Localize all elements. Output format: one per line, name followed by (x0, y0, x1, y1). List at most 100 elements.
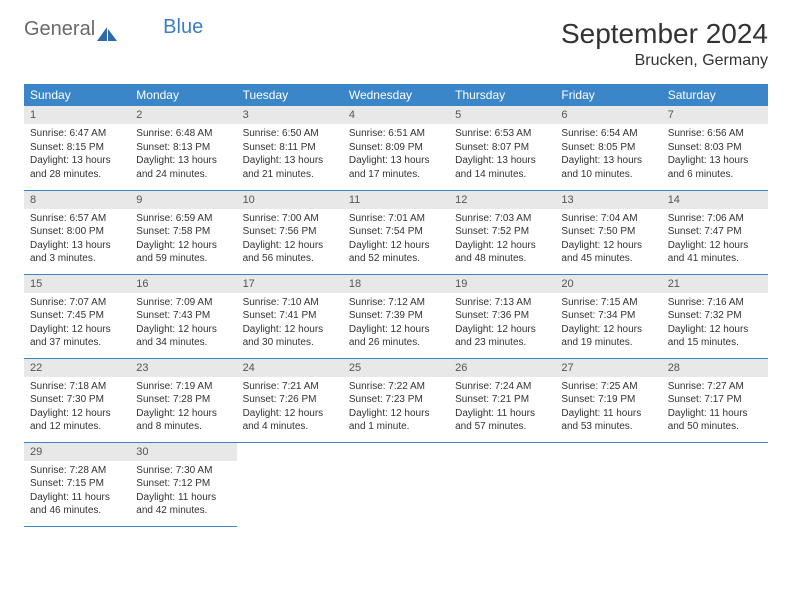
day-body: Sunrise: 7:21 AMSunset: 7:26 PMDaylight:… (237, 377, 343, 440)
day-number: 5 (449, 106, 555, 124)
calendar-cell (662, 442, 768, 526)
daylight-line: Daylight: 11 hours and 42 minutes. (136, 491, 230, 518)
sunset-line: Sunset: 7:50 PM (561, 225, 655, 239)
sunset-line: Sunset: 8:11 PM (243, 141, 337, 155)
calendar-cell: 29Sunrise: 7:28 AMSunset: 7:15 PMDayligh… (24, 442, 130, 526)
sunset-line: Sunset: 8:15 PM (30, 141, 124, 155)
day-header: Friday (555, 84, 661, 106)
sunrise-line: Sunrise: 7:21 AM (243, 380, 337, 394)
sunset-line: Sunset: 8:07 PM (455, 141, 549, 155)
calendar-cell: 19Sunrise: 7:13 AMSunset: 7:36 PMDayligh… (449, 274, 555, 358)
calendar-cell (555, 442, 661, 526)
calendar-cell: 23Sunrise: 7:19 AMSunset: 7:28 PMDayligh… (130, 358, 236, 442)
sunrise-line: Sunrise: 7:28 AM (30, 464, 124, 478)
daylight-line: Daylight: 12 hours and 30 minutes. (243, 323, 337, 350)
sunset-line: Sunset: 7:36 PM (455, 309, 549, 323)
sunset-line: Sunset: 7:30 PM (30, 393, 124, 407)
sunrise-line: Sunrise: 7:10 AM (243, 296, 337, 310)
day-body: Sunrise: 7:16 AMSunset: 7:32 PMDaylight:… (662, 293, 768, 356)
day-number: 30 (130, 443, 236, 461)
sunset-line: Sunset: 7:41 PM (243, 309, 337, 323)
day-number: 1 (24, 106, 130, 124)
calendar-week-row: 29Sunrise: 7:28 AMSunset: 7:15 PMDayligh… (24, 442, 768, 526)
calendar-cell: 8Sunrise: 6:57 AMSunset: 8:00 PMDaylight… (24, 190, 130, 274)
day-number: 28 (662, 359, 768, 377)
location: Brucken, Germany (561, 52, 768, 70)
sunrise-line: Sunrise: 7:04 AM (561, 212, 655, 226)
day-body: Sunrise: 7:13 AMSunset: 7:36 PMDaylight:… (449, 293, 555, 356)
sunrise-line: Sunrise: 7:15 AM (561, 296, 655, 310)
daylight-line: Daylight: 13 hours and 14 minutes. (455, 154, 549, 181)
sunrise-line: Sunrise: 6:53 AM (455, 127, 549, 141)
daylight-line: Daylight: 13 hours and 24 minutes. (136, 154, 230, 181)
daylight-line: Daylight: 12 hours and 34 minutes. (136, 323, 230, 350)
day-body: Sunrise: 7:24 AMSunset: 7:21 PMDaylight:… (449, 377, 555, 440)
daylight-line: Daylight: 12 hours and 19 minutes. (561, 323, 655, 350)
day-body: Sunrise: 7:25 AMSunset: 7:19 PMDaylight:… (555, 377, 661, 440)
day-body: Sunrise: 6:54 AMSunset: 8:05 PMDaylight:… (555, 124, 661, 187)
day-number: 24 (237, 359, 343, 377)
calendar-cell: 13Sunrise: 7:04 AMSunset: 7:50 PMDayligh… (555, 190, 661, 274)
calendar-cell: 1Sunrise: 6:47 AMSunset: 8:15 PMDaylight… (24, 106, 130, 190)
daylight-line: Daylight: 11 hours and 57 minutes. (455, 407, 549, 434)
sunset-line: Sunset: 8:05 PM (561, 141, 655, 155)
sunset-line: Sunset: 7:15 PM (30, 477, 124, 491)
calendar-cell: 11Sunrise: 7:01 AMSunset: 7:54 PMDayligh… (343, 190, 449, 274)
day-body: Sunrise: 7:00 AMSunset: 7:56 PMDaylight:… (237, 209, 343, 272)
day-number: 21 (662, 275, 768, 293)
calendar-body: 1Sunrise: 6:47 AMSunset: 8:15 PMDaylight… (24, 106, 768, 526)
day-number: 27 (555, 359, 661, 377)
sunset-line: Sunset: 7:47 PM (668, 225, 762, 239)
day-body: Sunrise: 6:51 AMSunset: 8:09 PMDaylight:… (343, 124, 449, 187)
day-number: 15 (24, 275, 130, 293)
calendar-cell: 17Sunrise: 7:10 AMSunset: 7:41 PMDayligh… (237, 274, 343, 358)
daylight-line: Daylight: 13 hours and 10 minutes. (561, 154, 655, 181)
sunset-line: Sunset: 7:56 PM (243, 225, 337, 239)
sunrise-line: Sunrise: 7:30 AM (136, 464, 230, 478)
sunrise-line: Sunrise: 6:54 AM (561, 127, 655, 141)
calendar-week-row: 1Sunrise: 6:47 AMSunset: 8:15 PMDaylight… (24, 106, 768, 190)
sunset-line: Sunset: 7:32 PM (668, 309, 762, 323)
day-number: 14 (662, 191, 768, 209)
sunrise-line: Sunrise: 7:27 AM (668, 380, 762, 394)
sunrise-line: Sunrise: 7:24 AM (455, 380, 549, 394)
day-header-row: Sunday Monday Tuesday Wednesday Thursday… (24, 84, 768, 106)
calendar-table: Sunday Monday Tuesday Wednesday Thursday… (24, 84, 768, 527)
calendar-cell: 28 Sunrise: 7:27 AMSunset: 7:17 PMDayligh… (662, 358, 768, 442)
sunset-line: Sunset: 7:26 PM (243, 393, 337, 407)
sunset-line: Sunset: 8:13 PM (136, 141, 230, 155)
sunset-line: Sunset: 8:09 PM (349, 141, 443, 155)
sunrise-line: Sunrise: 7:12 AM (349, 296, 443, 310)
sunrise-line: Sunrise: 7:01 AM (349, 212, 443, 226)
calendar-cell: 16Sunrise: 7:09 AMSunset: 7:43 PMDayligh… (130, 274, 236, 358)
sunset-line: Sunset: 7:17 PM (668, 393, 762, 407)
day-header: Saturday (662, 84, 768, 106)
day-number: 20 (555, 275, 661, 293)
day-body: Sunrise: 6:50 AMSunset: 8:11 PMDaylight:… (237, 124, 343, 187)
daylight-line: Daylight: 12 hours and 15 minutes. (668, 323, 762, 350)
sunrise-line: Sunrise: 6:51 AM (349, 127, 443, 141)
calendar-week-row: 15Sunrise: 7:07 AMSunset: 7:45 PMDayligh… (24, 274, 768, 358)
calendar-cell: 9Sunrise: 6:59 AMSunset: 7:58 PMDaylight… (130, 190, 236, 274)
calendar-cell: 2Sunrise: 6:48 AMSunset: 8:13 PMDaylight… (130, 106, 236, 190)
day-body: Sunrise: 7:06 AMSunset: 7:47 PMDaylight:… (662, 209, 768, 272)
day-number: 10 (237, 191, 343, 209)
day-body: Sunrise: 6:48 AMSunset: 8:13 PMDaylight:… (130, 124, 236, 187)
sunrise-line: Sunrise: 6:59 AM (136, 212, 230, 226)
day-body: Sunrise: 6:53 AMSunset: 8:07 PMDaylight:… (449, 124, 555, 187)
calendar-week-row: 8Sunrise: 6:57 AMSunset: 8:00 PMDaylight… (24, 190, 768, 274)
day-header: Sunday (24, 84, 130, 106)
sunset-line: Sunset: 7:23 PM (349, 393, 443, 407)
calendar-cell: 18Sunrise: 7:12 AMSunset: 7:39 PMDayligh… (343, 274, 449, 358)
day-body: Sunrise: 7:15 AMSunset: 7:34 PMDaylight:… (555, 293, 661, 356)
sunrise-line: Sunrise: 6:57 AM (30, 212, 124, 226)
sunrise-line: Sunrise: 7:09 AM (136, 296, 230, 310)
day-number: 18 (343, 275, 449, 293)
day-header: Wednesday (343, 84, 449, 106)
daylight-line: Daylight: 11 hours and 50 minutes. (668, 407, 762, 434)
sunrise-line: Sunrise: 7:25 AM (561, 380, 655, 394)
day-number: 23 (130, 359, 236, 377)
day-body: Sunrise: 7:28 AMSunset: 7:15 PMDaylight:… (24, 461, 130, 524)
day-body: Sunrise: 7:18 AMSunset: 7:30 PMDaylight:… (24, 377, 130, 440)
day-body: Sunrise: 7:03 AMSunset: 7:52 PMDaylight:… (449, 209, 555, 272)
